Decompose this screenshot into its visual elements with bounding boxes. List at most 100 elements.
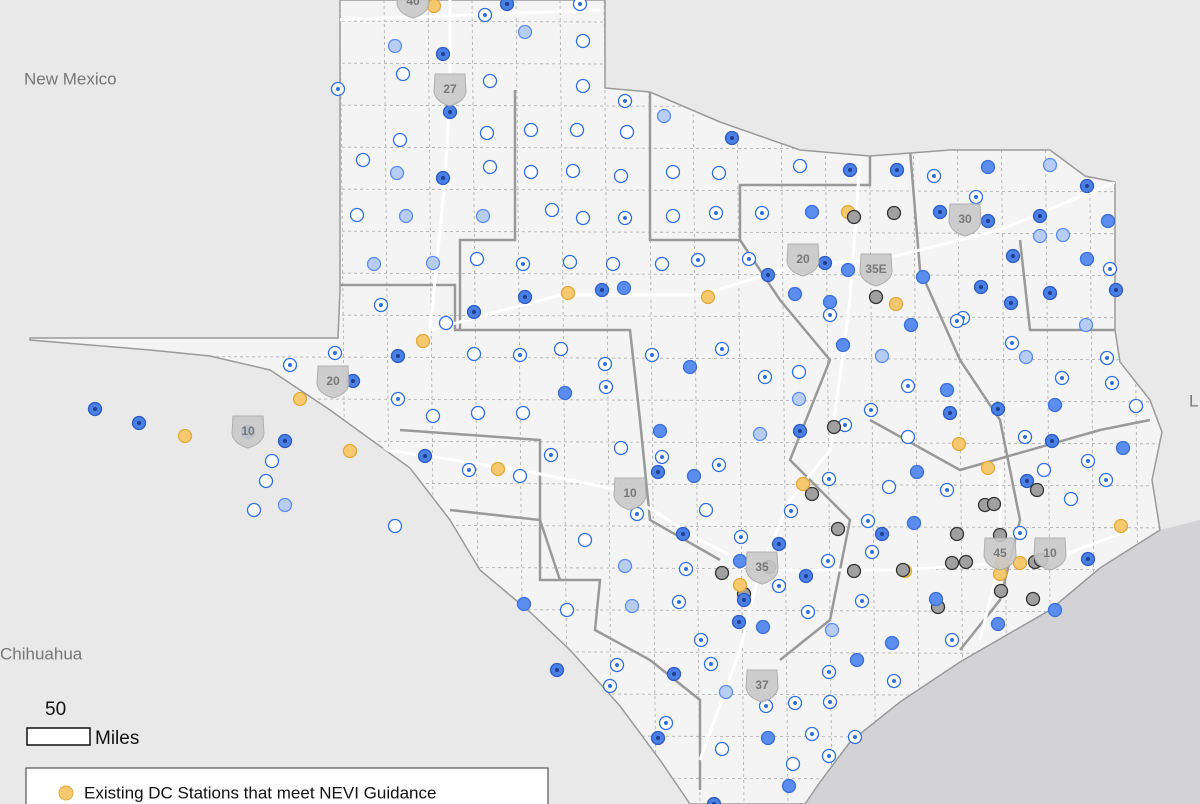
- station-marker-dot: [955, 319, 959, 323]
- station-marker: [958, 554, 974, 570]
- station-marker-dot: [396, 354, 400, 358]
- county-line: [339, 0, 349, 804]
- station-marker: [479, 125, 495, 141]
- station-marker: [617, 558, 633, 574]
- shield-number: 10: [1043, 546, 1057, 560]
- district-boundary: [399, 428, 702, 790]
- station-marker-dot: [681, 532, 685, 536]
- station-marker: [986, 496, 1002, 512]
- station-marker: [1047, 602, 1063, 618]
- station-marker: [557, 385, 573, 401]
- station-marker-dot: [720, 347, 724, 351]
- station-marker-dot: [684, 567, 688, 571]
- station-marker: [415, 333, 431, 349]
- station-marker: [791, 391, 807, 407]
- station-marker: [755, 619, 771, 635]
- shield-number: 45: [993, 546, 1007, 560]
- county-line: [691, 0, 701, 804]
- station-marker-dot: [806, 610, 810, 614]
- station-marker-dot: [843, 423, 847, 427]
- station-marker: [980, 460, 996, 476]
- station-marker: [980, 159, 996, 175]
- station-marker-dot: [860, 599, 864, 603]
- station-marker: [1025, 591, 1041, 607]
- legend-label: Existing DC Stations that meet NEVI Guid…: [84, 783, 436, 802]
- station-marker: [426, 0, 442, 14]
- station-marker: [425, 408, 441, 424]
- station-marker: [1047, 397, 1063, 413]
- station-marker: [698, 502, 714, 518]
- station-marker-dot: [603, 362, 607, 366]
- station-marker: [906, 515, 922, 531]
- station-marker: [682, 359, 698, 375]
- station-marker: [895, 562, 911, 578]
- station-marker: [398, 208, 414, 224]
- district-boundary: [338, 283, 721, 562]
- interstate-shield: [433, 73, 467, 107]
- scale-distance: 50: [45, 699, 66, 720]
- station-marker: [881, 479, 897, 495]
- station-marker-dot: [798, 429, 802, 433]
- station-marker-dot: [608, 684, 612, 688]
- stations: [87, 0, 1144, 804]
- district-boundary: [449, 508, 562, 581]
- station-marker-dot: [717, 463, 721, 467]
- station-marker-dot: [986, 219, 990, 223]
- station-marker: [944, 555, 960, 571]
- station-marker-dot: [870, 550, 874, 554]
- station-marker-dot: [979, 285, 983, 289]
- station-marker-dot: [1104, 478, 1108, 482]
- station-marker-dot: [895, 168, 899, 172]
- station-marker-dot: [906, 384, 910, 388]
- interstate-shield: [786, 243, 820, 277]
- county-line: [515, 0, 525, 804]
- station-marker-dot: [789, 509, 793, 513]
- station-marker: [177, 428, 193, 444]
- highway: [428, 0, 452, 331]
- station-marker-dot: [892, 679, 896, 683]
- station-marker: [1100, 213, 1116, 229]
- station-marker: [1018, 349, 1034, 365]
- station-marker: [349, 207, 365, 223]
- station-marker-dot: [763, 375, 767, 379]
- station-marker-dot: [137, 421, 141, 425]
- station-marker-dot: [777, 542, 781, 546]
- station-marker-dot: [1085, 184, 1089, 188]
- station-marker: [824, 622, 840, 638]
- station-marker: [1079, 251, 1095, 267]
- station-marker: [949, 526, 965, 542]
- station-marker: [246, 502, 262, 518]
- station-marker-dot: [448, 110, 452, 114]
- interstate-shield: [396, 0, 430, 19]
- station-marker-dot: [505, 2, 509, 6]
- shield-number: 10: [623, 486, 637, 500]
- shield-number: 20: [326, 374, 340, 388]
- station-marker-dot: [742, 598, 746, 602]
- station-marker: [553, 341, 569, 357]
- station-marker: [605, 256, 621, 272]
- interstate-shield: [613, 477, 647, 511]
- station-marker-dot: [549, 453, 553, 457]
- station-marker: [355, 152, 371, 168]
- station-marker: [804, 204, 820, 220]
- station-marker: [665, 164, 681, 180]
- station-marker-dot: [518, 353, 522, 357]
- station-marker-dot: [604, 385, 608, 389]
- station-marker: [993, 583, 1009, 599]
- station-marker-dot: [677, 600, 681, 604]
- station-marker-dot: [1105, 356, 1109, 360]
- station-marker-dot: [441, 52, 445, 56]
- station-marker: [868, 289, 884, 305]
- station-marker: [652, 423, 668, 439]
- station-marker: [389, 165, 405, 181]
- station-marker: [470, 405, 486, 421]
- interstate-shields: 40 27 20 10 20 35E 30 10 35 45 10 37: [231, 0, 1067, 703]
- district-boundary: [869, 418, 1151, 472]
- station-marker-dot: [996, 407, 1000, 411]
- station-marker-dot: [1025, 479, 1029, 483]
- station-marker-dot: [656, 470, 660, 474]
- station-marker: [903, 317, 919, 333]
- station-marker: [624, 598, 640, 614]
- station-marker-dot: [521, 262, 525, 266]
- station-marker-dot: [848, 168, 852, 172]
